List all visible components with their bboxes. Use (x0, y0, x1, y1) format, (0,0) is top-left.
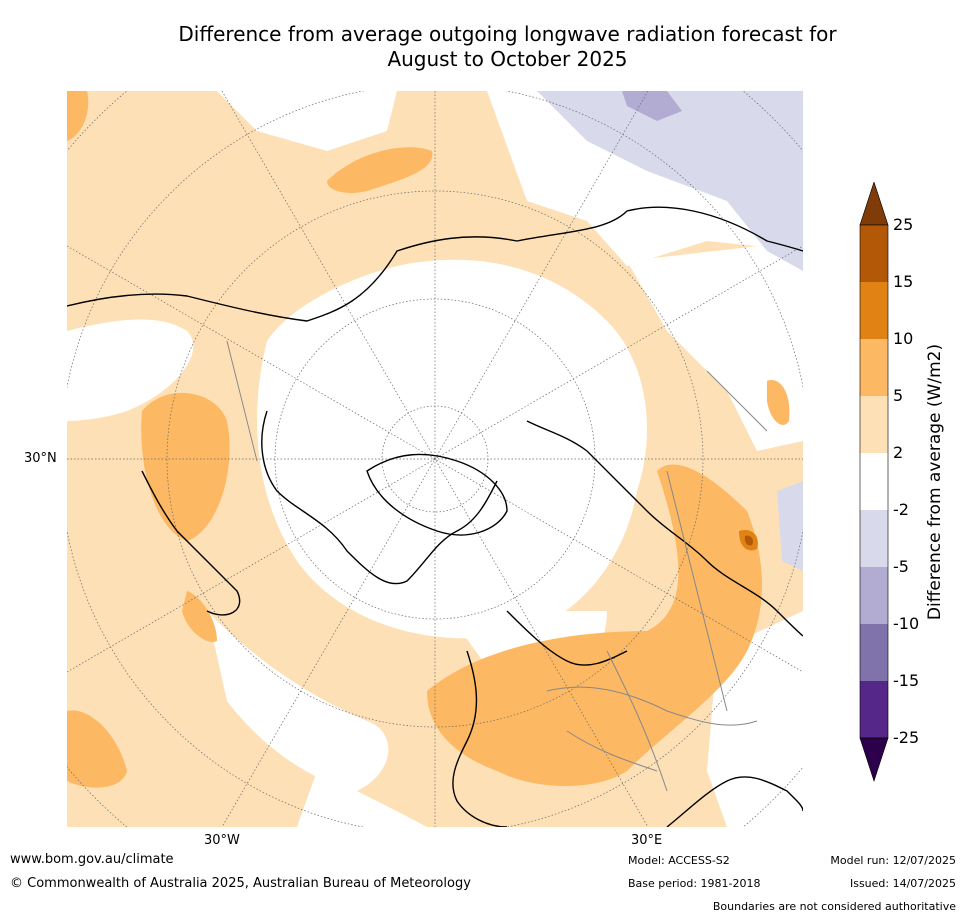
colorbar-tick: 2 (893, 443, 904, 462)
colorbar-tick: 10 (893, 329, 914, 348)
coastlines (67, 206, 803, 827)
colorbar-title: Difference from average (W/m2) (925, 343, 945, 621)
title-line-2: August to October 2025 (387, 47, 628, 71)
colorbar-bin-m25-m15 (860, 681, 888, 738)
colorbar-bin-neutral (860, 453, 888, 510)
neutral-region-east (627, 241, 803, 451)
colorbar (858, 181, 890, 782)
neutral-region-top-left (217, 91, 397, 151)
anomaly-neg-region-northeast-strong (622, 91, 682, 121)
title-line-1: Difference from average outgoing longwav… (178, 22, 837, 46)
anomaly-15-25-kamchatka (744, 535, 754, 546)
anomaly-neg-region-northeast (537, 91, 803, 271)
anomaly-5-10-north-america (141, 392, 230, 541)
colorbar-tick: -2 (893, 500, 909, 519)
colorbar-bin-m10-m5 (860, 567, 888, 624)
colorbar-tick: -25 (893, 728, 920, 747)
model-name: Model: ACCESS-S2 (628, 854, 730, 867)
latitude-label-30n: 30°N (24, 451, 57, 466)
colorbar-extend-top (859, 181, 889, 226)
colorbar-bin-m5-m2 (860, 510, 888, 567)
anomaly-5-10-pacific-north (327, 147, 433, 193)
neutral-region-south (297, 771, 427, 827)
colorbar-tick: 25 (893, 215, 914, 234)
colorbar-bin-2-5 (860, 396, 888, 453)
country-boundaries (226, 340, 768, 792)
colorbar-bin-5-10 (860, 339, 888, 396)
website-link[interactable]: www.bom.gov.au/climate (10, 852, 174, 867)
copyright-text: © Commonwealth of Australia 2025, Austra… (10, 876, 471, 891)
colorbar-tick: 5 (893, 386, 904, 405)
model-run-date: Model run: 12/07/2025 (830, 854, 956, 867)
colorbar-tick: -5 (893, 557, 909, 576)
anomaly-5-10-east-asia (767, 380, 790, 425)
anomaly-5-10-northwest-corner (67, 91, 89, 141)
boundaries-disclaimer: Boundaries are not considered authoritat… (712, 900, 956, 913)
longitude-label-30e: 30°E (631, 833, 663, 848)
colorbar-extend-bottom (859, 737, 889, 782)
anomaly-neg-region-east (777, 481, 803, 571)
colorbar-tick: -15 (893, 671, 920, 690)
neutral-region-west (67, 319, 194, 421)
forecast-map (67, 91, 803, 827)
colorbar-tick: 15 (893, 272, 914, 291)
anomaly-5-10-pacific-west (67, 710, 127, 788)
base-period: Base period: 1981-2018 (628, 877, 761, 890)
colorbar-bin-m15-m10 (860, 624, 888, 681)
colorbar-tick: -10 (893, 614, 920, 633)
neutral-region-atlantic (207, 611, 389, 791)
colorbar-bin-15-25 (860, 225, 888, 282)
anomaly-5-10-europe-asia (427, 464, 762, 786)
issued-date: Issued: 14/07/2025 (849, 877, 956, 890)
longitude-label-30w: 30°W (204, 833, 240, 848)
colorbar-bin-10-15 (860, 282, 888, 339)
chart-title: Difference from average outgoing longwav… (60, 22, 955, 72)
anomaly-5-10-atlantic-west (182, 591, 217, 642)
